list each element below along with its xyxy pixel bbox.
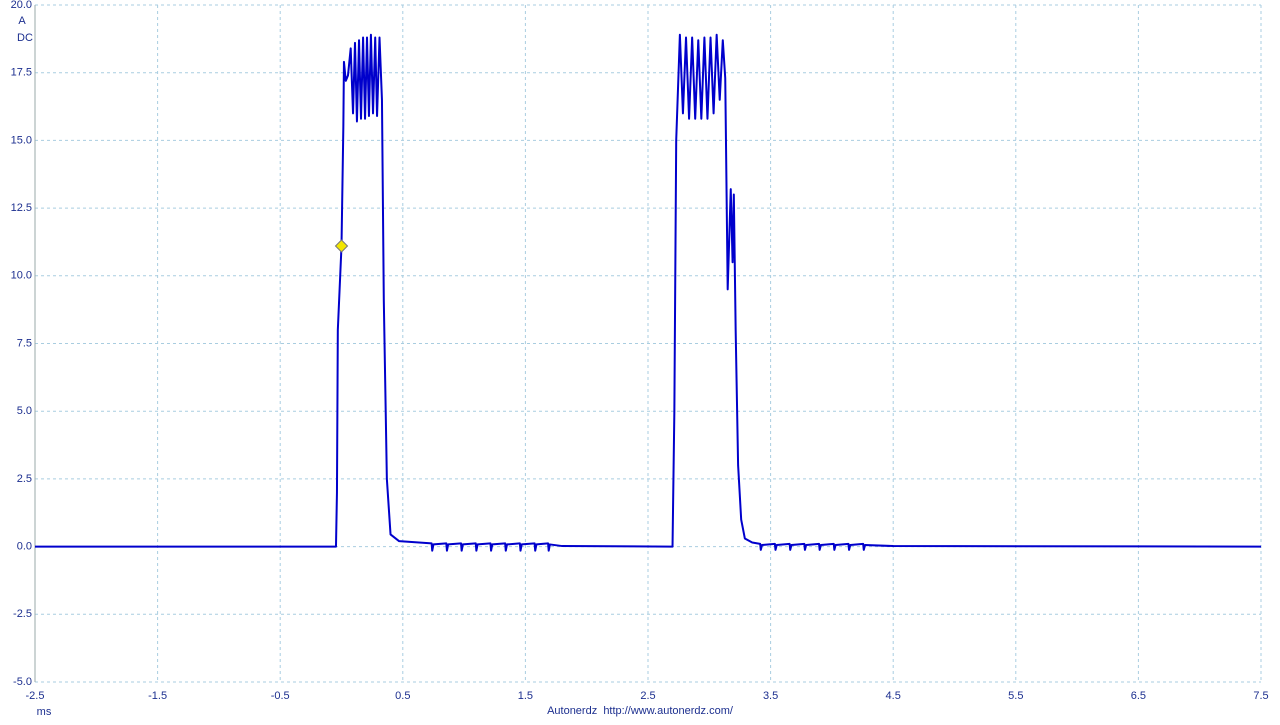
y-tick-label: 12.5 [11,202,32,214]
trigger-marker [334,239,349,253]
waveform [35,33,1262,552]
x-tick-label: 6.5 [1131,690,1146,702]
footer: Autonerdz http://www.autonerdz.com/ [547,705,734,717]
y-tick-label: 15.0 [11,134,32,146]
x-tick-label: 2.5 [640,690,655,702]
x-tick-label: 3.5 [763,690,778,702]
y-tick-label: -5.0 [13,676,32,688]
x-unit: ms [37,706,52,718]
y-tick-label: 20.0 [11,0,32,11]
y-unit: A [18,15,26,27]
y-tick-label: 0.0 [17,541,32,553]
y-tick-label: 17.5 [11,67,32,79]
x-tick-label: -0.5 [271,690,290,702]
y-tick-label: 10.0 [11,270,32,282]
x-tick-label: -2.5 [26,690,45,702]
x-tick-label: 4.5 [886,690,901,702]
x-tick-label: 0.5 [395,690,410,702]
y-tick-label: 7.5 [17,337,32,349]
y-tick-label: 5.0 [17,405,32,417]
x-tick-label: 1.5 [518,690,533,702]
x-tick-label: 7.5 [1253,690,1268,702]
y-tick-label: 2.5 [17,473,32,485]
x-tick-label: -1.5 [148,690,167,702]
x-tick-label: 5.5 [1008,690,1023,702]
coupling: DC [17,32,33,44]
y-tick-label: -2.5 [13,608,32,620]
